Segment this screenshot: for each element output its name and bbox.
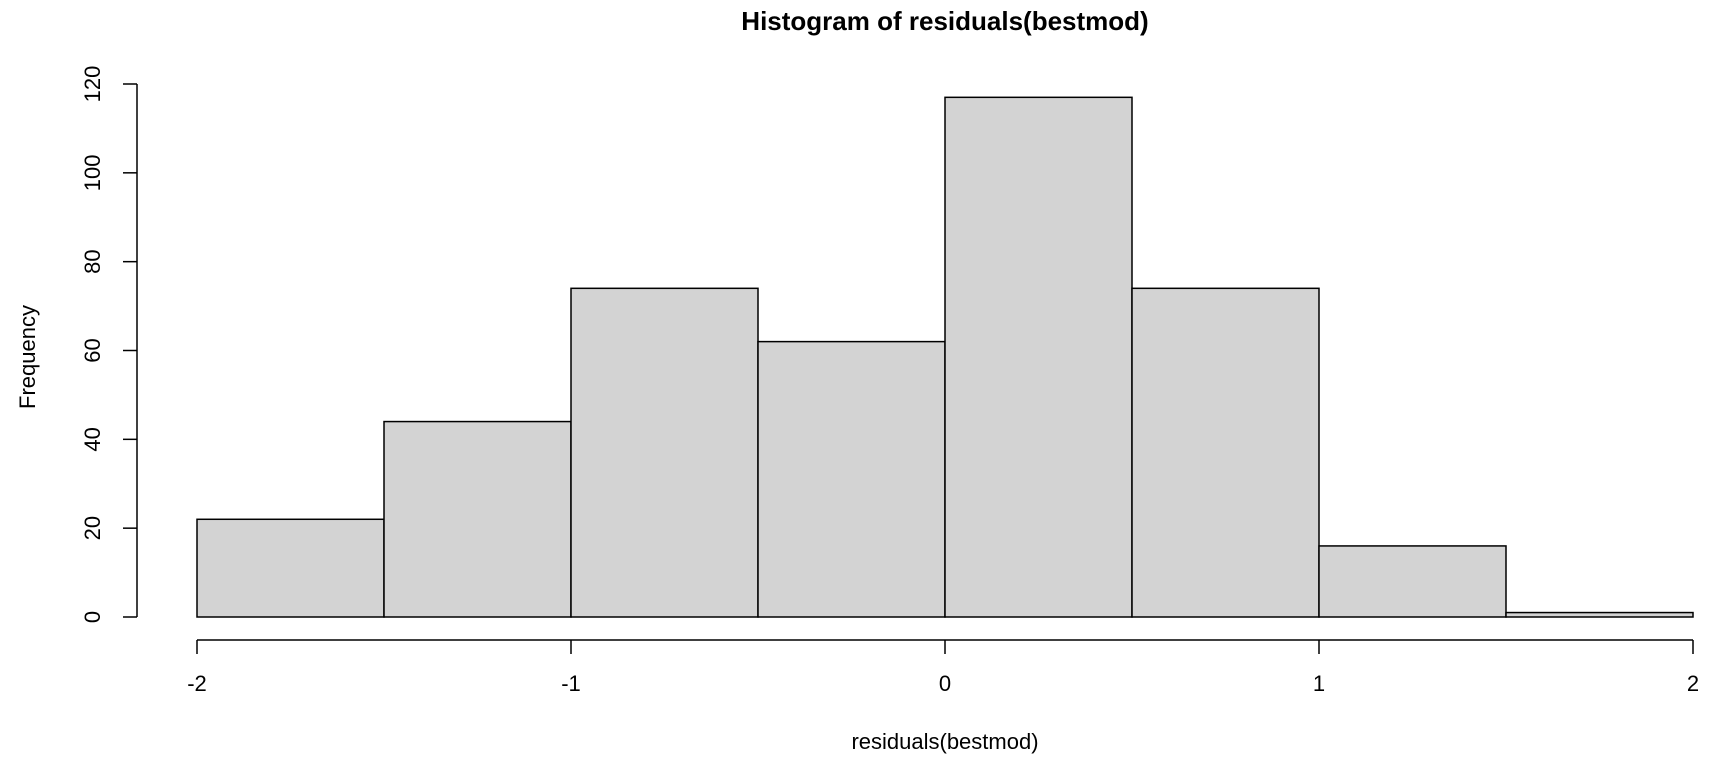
y-tick-label: 80 [80, 249, 105, 273]
x-axis: -2 -1 0 1 2 [187, 639, 1699, 696]
x-tick-label: -1 [561, 671, 581, 696]
histogram-bar [1318, 545, 1507, 618]
x-axis-label: residuals(bestmod) [851, 729, 1038, 754]
histogram-bar [196, 518, 385, 618]
y-tick-label: 100 [80, 154, 105, 191]
x-tick-label: 2 [1687, 671, 1699, 696]
histogram-bars [196, 96, 1694, 618]
y-tick-label: 40 [80, 427, 105, 451]
histogram-bar [944, 96, 1133, 618]
y-tick-label: 60 [80, 338, 105, 362]
y-axis-label: Frequency [15, 305, 40, 409]
histogram-bar [1505, 611, 1694, 618]
histogram-bar [1131, 287, 1320, 618]
y-tick-label: 120 [80, 66, 105, 103]
x-tick-label: -2 [187, 671, 207, 696]
x-tick-label: 0 [939, 671, 951, 696]
y-tick-label: 0 [80, 611, 105, 623]
histogram-bar [383, 420, 572, 618]
histogram-bar [757, 340, 946, 618]
chart-title: Histogram of residuals(bestmod) [741, 6, 1148, 36]
histogram-bar [570, 287, 759, 618]
y-axis: 0 20 40 60 80 100 120 [80, 66, 138, 623]
y-tick-label: 20 [80, 516, 105, 540]
x-tick-label: 1 [1313, 671, 1325, 696]
